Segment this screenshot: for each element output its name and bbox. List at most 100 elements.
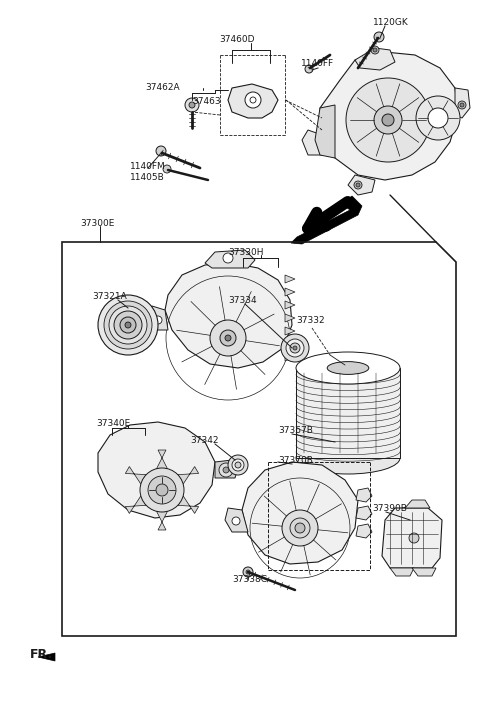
Text: 37367B: 37367B [278,426,313,435]
Circle shape [154,316,162,324]
Circle shape [374,106,402,134]
Circle shape [189,102,195,108]
Circle shape [286,339,304,357]
Polygon shape [225,508,248,532]
Circle shape [210,320,246,356]
Circle shape [120,317,136,333]
Circle shape [354,181,362,189]
Ellipse shape [296,352,400,384]
Polygon shape [320,52,458,180]
Text: 37340E: 37340E [96,419,130,428]
Polygon shape [382,508,442,568]
Polygon shape [348,175,375,195]
Polygon shape [125,467,146,484]
Polygon shape [356,488,372,502]
Circle shape [125,322,131,328]
Text: 37332: 37332 [296,316,324,325]
Circle shape [356,183,360,187]
Text: 37462A: 37462A [145,83,180,92]
Polygon shape [156,511,168,530]
Circle shape [156,146,166,156]
Polygon shape [285,314,295,322]
Circle shape [114,311,142,339]
Circle shape [232,517,240,525]
Text: 37321A: 37321A [92,292,127,301]
Polygon shape [356,506,372,520]
Polygon shape [315,105,335,158]
Polygon shape [285,275,295,283]
Circle shape [140,468,184,512]
Text: FR.: FR. [30,648,53,661]
Polygon shape [165,263,292,368]
Text: 37342: 37342 [190,436,218,445]
Circle shape [235,462,241,468]
Circle shape [163,165,171,173]
Circle shape [220,330,236,346]
Circle shape [185,98,199,112]
Circle shape [305,65,313,73]
Polygon shape [412,568,436,576]
Text: 37370B: 37370B [278,456,313,465]
Polygon shape [296,368,400,458]
Circle shape [219,463,233,477]
Text: 1140FM: 1140FM [130,162,166,171]
Polygon shape [178,467,199,484]
Text: 37330H: 37330H [228,248,264,257]
Circle shape [223,467,229,473]
Circle shape [374,32,384,42]
Polygon shape [355,48,395,70]
Circle shape [371,46,379,54]
Text: 11405B: 11405B [130,173,165,182]
Circle shape [382,114,394,126]
Polygon shape [405,500,430,508]
Text: 1140FF: 1140FF [301,59,334,68]
Polygon shape [291,196,362,244]
Polygon shape [38,653,55,661]
Circle shape [232,459,244,471]
Text: 37338C: 37338C [232,575,267,584]
Circle shape [243,567,253,577]
Polygon shape [285,353,295,361]
Polygon shape [455,88,470,118]
Circle shape [98,295,158,355]
Circle shape [295,523,305,533]
Polygon shape [205,250,255,268]
Polygon shape [156,450,168,469]
Circle shape [156,484,168,496]
Circle shape [458,101,466,109]
Circle shape [416,96,460,140]
Text: 37390B: 37390B [372,504,407,513]
Circle shape [245,92,261,108]
Circle shape [281,334,309,362]
Polygon shape [148,306,168,330]
Polygon shape [125,496,146,513]
Polygon shape [302,130,322,155]
Polygon shape [228,84,278,118]
Polygon shape [98,422,215,518]
Polygon shape [242,462,358,564]
Circle shape [428,108,448,128]
Circle shape [109,306,147,344]
Circle shape [282,510,318,546]
Circle shape [373,48,377,52]
Polygon shape [285,301,295,309]
Polygon shape [390,568,414,576]
Circle shape [104,301,152,349]
Polygon shape [215,460,238,478]
Text: 37460D: 37460D [219,35,254,44]
Circle shape [460,103,464,107]
Circle shape [409,533,419,543]
Text: 37463: 37463 [192,97,221,106]
Circle shape [290,343,300,353]
Polygon shape [285,327,295,335]
Text: 1120GK: 1120GK [373,18,409,27]
Polygon shape [356,524,372,538]
Text: 37300E: 37300E [80,219,114,228]
Circle shape [346,78,430,162]
Polygon shape [178,496,199,513]
Circle shape [246,570,250,574]
Polygon shape [285,340,295,348]
Circle shape [148,476,176,504]
Circle shape [225,335,231,341]
Circle shape [223,253,233,263]
